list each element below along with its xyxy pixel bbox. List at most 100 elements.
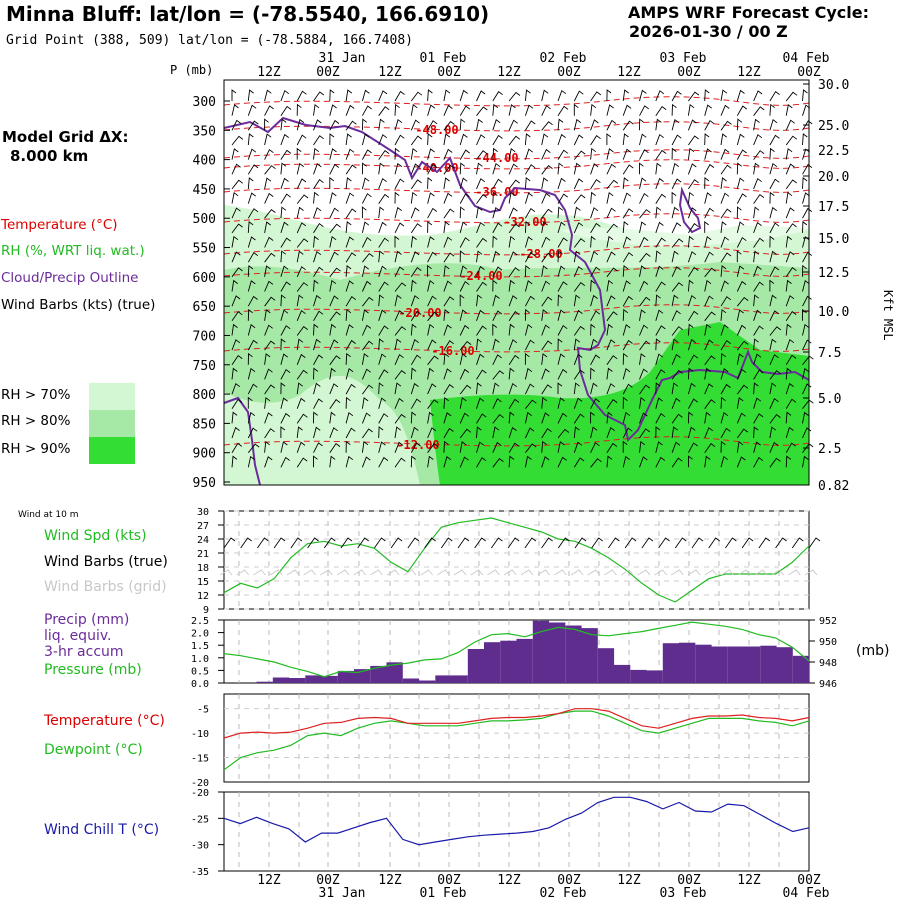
wind-barb bbox=[622, 177, 629, 189]
wind-barb-grid bbox=[654, 569, 667, 576]
wind-barb bbox=[720, 221, 727, 233]
wind-barb bbox=[785, 338, 795, 351]
wind-barb bbox=[573, 382, 580, 395]
wind-barb bbox=[345, 192, 355, 204]
wind-barb bbox=[769, 206, 777, 219]
wind-barb bbox=[802, 236, 810, 248]
wind-barb bbox=[655, 162, 662, 175]
wind-barb bbox=[361, 265, 369, 277]
wind-barb bbox=[524, 339, 535, 351]
wind-barb bbox=[443, 208, 455, 219]
wind-barb bbox=[590, 398, 600, 409]
wind-barb bbox=[280, 412, 291, 424]
wind-barb bbox=[443, 368, 452, 380]
wind-barb bbox=[541, 412, 550, 424]
wind-barb bbox=[394, 103, 400, 116]
wind-barb bbox=[508, 207, 518, 219]
wind-barb bbox=[655, 105, 667, 116]
wind-barb bbox=[427, 455, 434, 468]
wind-barb bbox=[704, 192, 712, 204]
wind-barb bbox=[785, 179, 797, 190]
wind-barb bbox=[492, 103, 499, 116]
wind-barb bbox=[378, 294, 384, 307]
temp-tick-label: -15 bbox=[191, 754, 209, 765]
wind-barb bbox=[671, 382, 679, 395]
temperature-line bbox=[223, 708, 810, 739]
wind-barb bbox=[476, 413, 487, 424]
wind-barb bbox=[557, 353, 565, 365]
wind-barb bbox=[720, 427, 731, 439]
wind-barb bbox=[459, 412, 469, 424]
wind-barb bbox=[362, 428, 373, 439]
wind-barb bbox=[329, 251, 339, 263]
wind-barb bbox=[655, 369, 666, 380]
wind-barb bbox=[361, 353, 369, 365]
wind-barb bbox=[247, 208, 259, 219]
wind-barb bbox=[655, 426, 661, 439]
wind-barb-grid bbox=[303, 569, 316, 576]
precip-tick-label: 2.0 bbox=[191, 629, 209, 640]
wind-barb bbox=[753, 397, 762, 409]
wind-barb bbox=[655, 353, 664, 365]
wind-barb bbox=[753, 206, 760, 219]
wind-barb bbox=[476, 281, 487, 292]
precip-bar bbox=[272, 677, 290, 683]
wind-barb bbox=[345, 208, 357, 219]
label-precip-1: Precip (mm) bbox=[44, 612, 130, 628]
wind-barb bbox=[557, 250, 563, 263]
wind-barb bbox=[459, 250, 465, 263]
wind-barb bbox=[769, 235, 775, 248]
wind-barb bbox=[329, 163, 340, 175]
wind-barb bbox=[688, 398, 698, 409]
wind-barb bbox=[378, 382, 384, 395]
wind-barb bbox=[769, 338, 777, 351]
wind-barb bbox=[573, 206, 581, 219]
wind-barb bbox=[671, 457, 683, 468]
wind-barb bbox=[671, 103, 677, 116]
wind-barb bbox=[476, 382, 482, 395]
wind-barb bbox=[590, 294, 598, 307]
wind-barb bbox=[296, 457, 308, 468]
wind10m-panel-title: Wind at 10 m bbox=[18, 510, 79, 520]
wind-barb bbox=[231, 382, 241, 395]
wind-barb bbox=[704, 177, 710, 189]
grid-point-info: Grid Point (388, 509) lat/lon = (-78.588… bbox=[6, 33, 413, 48]
wind-barb-grid bbox=[386, 569, 400, 576]
wind-barb bbox=[785, 367, 792, 380]
wind-barb bbox=[785, 295, 795, 307]
wind-barb bbox=[345, 221, 352, 233]
wind-barb bbox=[573, 294, 581, 307]
wind-barb-grid bbox=[804, 569, 818, 576]
wind-barb bbox=[736, 368, 747, 380]
wind-barb bbox=[378, 177, 387, 190]
wind-barb-true bbox=[808, 537, 821, 549]
wind-speed-tick-label: 21 bbox=[197, 549, 209, 560]
wind-barb bbox=[492, 414, 504, 424]
wind-barb bbox=[541, 265, 548, 277]
legend-rh: RH (%, WRT liq. wat.) bbox=[1, 243, 145, 259]
wind-barb bbox=[394, 441, 404, 453]
wind-barb bbox=[753, 382, 759, 395]
top-date-label: 01 Feb bbox=[420, 51, 467, 66]
wind-barb bbox=[459, 384, 472, 395]
wind-barb bbox=[459, 118, 466, 131]
wind-barb bbox=[802, 133, 808, 146]
temperature-contour bbox=[223, 245, 810, 256]
wind-barb bbox=[231, 207, 241, 219]
wind-barb bbox=[736, 105, 748, 116]
wind-barb bbox=[736, 340, 749, 351]
wind-barb bbox=[427, 89, 433, 102]
wind-barb bbox=[736, 250, 742, 263]
wind-barb bbox=[736, 237, 747, 248]
wind-barb bbox=[361, 162, 367, 175]
wind-barb bbox=[655, 281, 666, 292]
wind-barb bbox=[655, 221, 664, 234]
wind-barb bbox=[622, 104, 632, 116]
wind-barb bbox=[492, 441, 502, 453]
wind-barb bbox=[231, 354, 243, 366]
wind-barb bbox=[443, 440, 449, 453]
temperature-contour bbox=[223, 304, 810, 315]
wind-barb bbox=[476, 134, 486, 146]
wind-barb bbox=[394, 354, 404, 365]
wind-barb bbox=[296, 206, 304, 219]
